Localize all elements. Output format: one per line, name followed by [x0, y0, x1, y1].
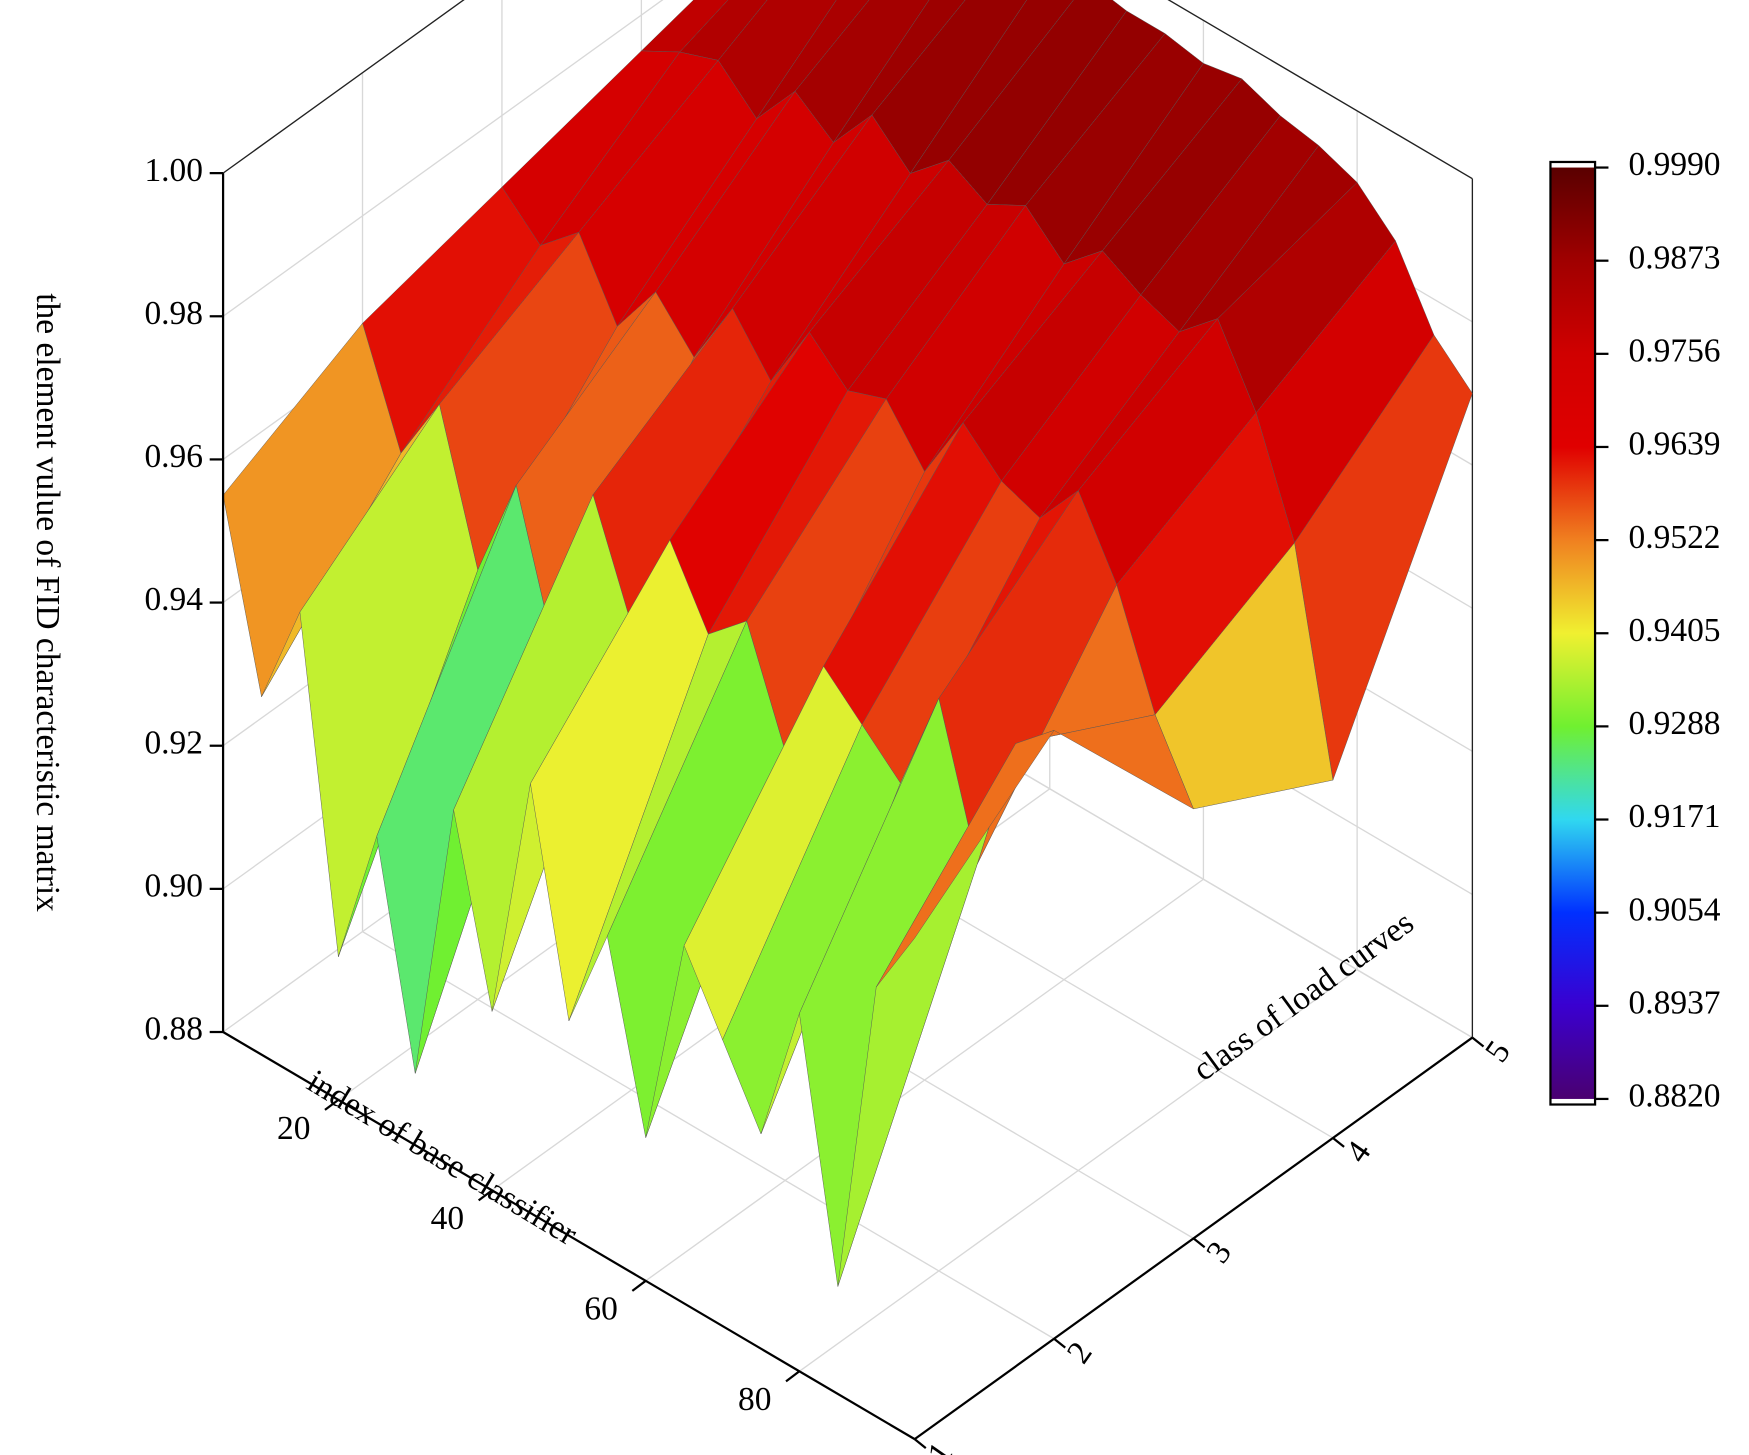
colorbar-tick-label: 0.9522 — [1629, 519, 1721, 556]
x-tick — [324, 1098, 340, 1111]
y-tick — [1332, 1137, 1345, 1148]
z-axis-title: the element vulue of FID characteristic … — [29, 293, 66, 912]
x-tick — [477, 1189, 493, 1202]
y-tick — [1053, 1337, 1066, 1349]
x-tick — [785, 1370, 801, 1383]
x-tick-label: 60 — [584, 1291, 617, 1328]
x-tick — [631, 1279, 647, 1292]
colorbar-tick-label: 0.9405 — [1629, 612, 1721, 649]
z-tick-label: 0.96 — [144, 438, 203, 475]
colorbar-tick-label: 0.9054 — [1629, 891, 1721, 928]
y-tick-label: 2 — [1060, 1335, 1100, 1370]
x-tick-label: 20 — [277, 1110, 310, 1147]
y-tick — [1471, 1036, 1485, 1048]
colorbar-tick-label: 0.9990 — [1629, 146, 1721, 183]
colorbar-tick-label: 0.9639 — [1629, 426, 1721, 463]
z-tick-label: 1.00 — [144, 152, 203, 189]
y-axis-title: class of load curves — [1186, 904, 1420, 1088]
colorbar-tick-label: 0.8937 — [1629, 984, 1721, 1021]
y-tick-label: 4 — [1339, 1134, 1379, 1169]
colorbar: 0.8820 0.8937 0.9054 0.9171 0.9288 0.9405 0.95… — [1549, 146, 1721, 1115]
z-tick-label: 0.90 — [144, 868, 203, 905]
colorbar-tick-label: 0.8820 — [1629, 1078, 1721, 1115]
surface — [222, 0, 1473, 1287]
x-tick-label: 80 — [738, 1381, 771, 1418]
y-tick-label: 1 — [920, 1436, 960, 1455]
z-tick-label: 0.88 — [144, 1011, 203, 1048]
y-tick — [913, 1438, 927, 1449]
colorbar-tick-label: 0.9171 — [1629, 798, 1721, 835]
y-tick-label: 5 — [1478, 1034, 1518, 1069]
y-tick — [1192, 1237, 1206, 1249]
grid-line — [362, 931, 1055, 1340]
surface-patch — [876, 729, 1055, 988]
z-tick-label: 0.98 — [144, 295, 203, 332]
box-edge — [1167, 0, 1473, 180]
colorbar-tick-label: 0.9873 — [1629, 239, 1721, 276]
x-tick-label: 40 — [431, 1200, 464, 1237]
z-tick-label: 0.94 — [144, 581, 203, 618]
y-tick-label: 3 — [1199, 1235, 1239, 1270]
colorbar-tick-label: 0.9288 — [1629, 705, 1721, 742]
z-tick-label: 0.92 — [144, 724, 203, 761]
colorbar-fill — [1550, 167, 1596, 1099]
colorbar-tick-label: 0.9756 — [1629, 333, 1721, 370]
box-edge — [222, 0, 465, 174]
